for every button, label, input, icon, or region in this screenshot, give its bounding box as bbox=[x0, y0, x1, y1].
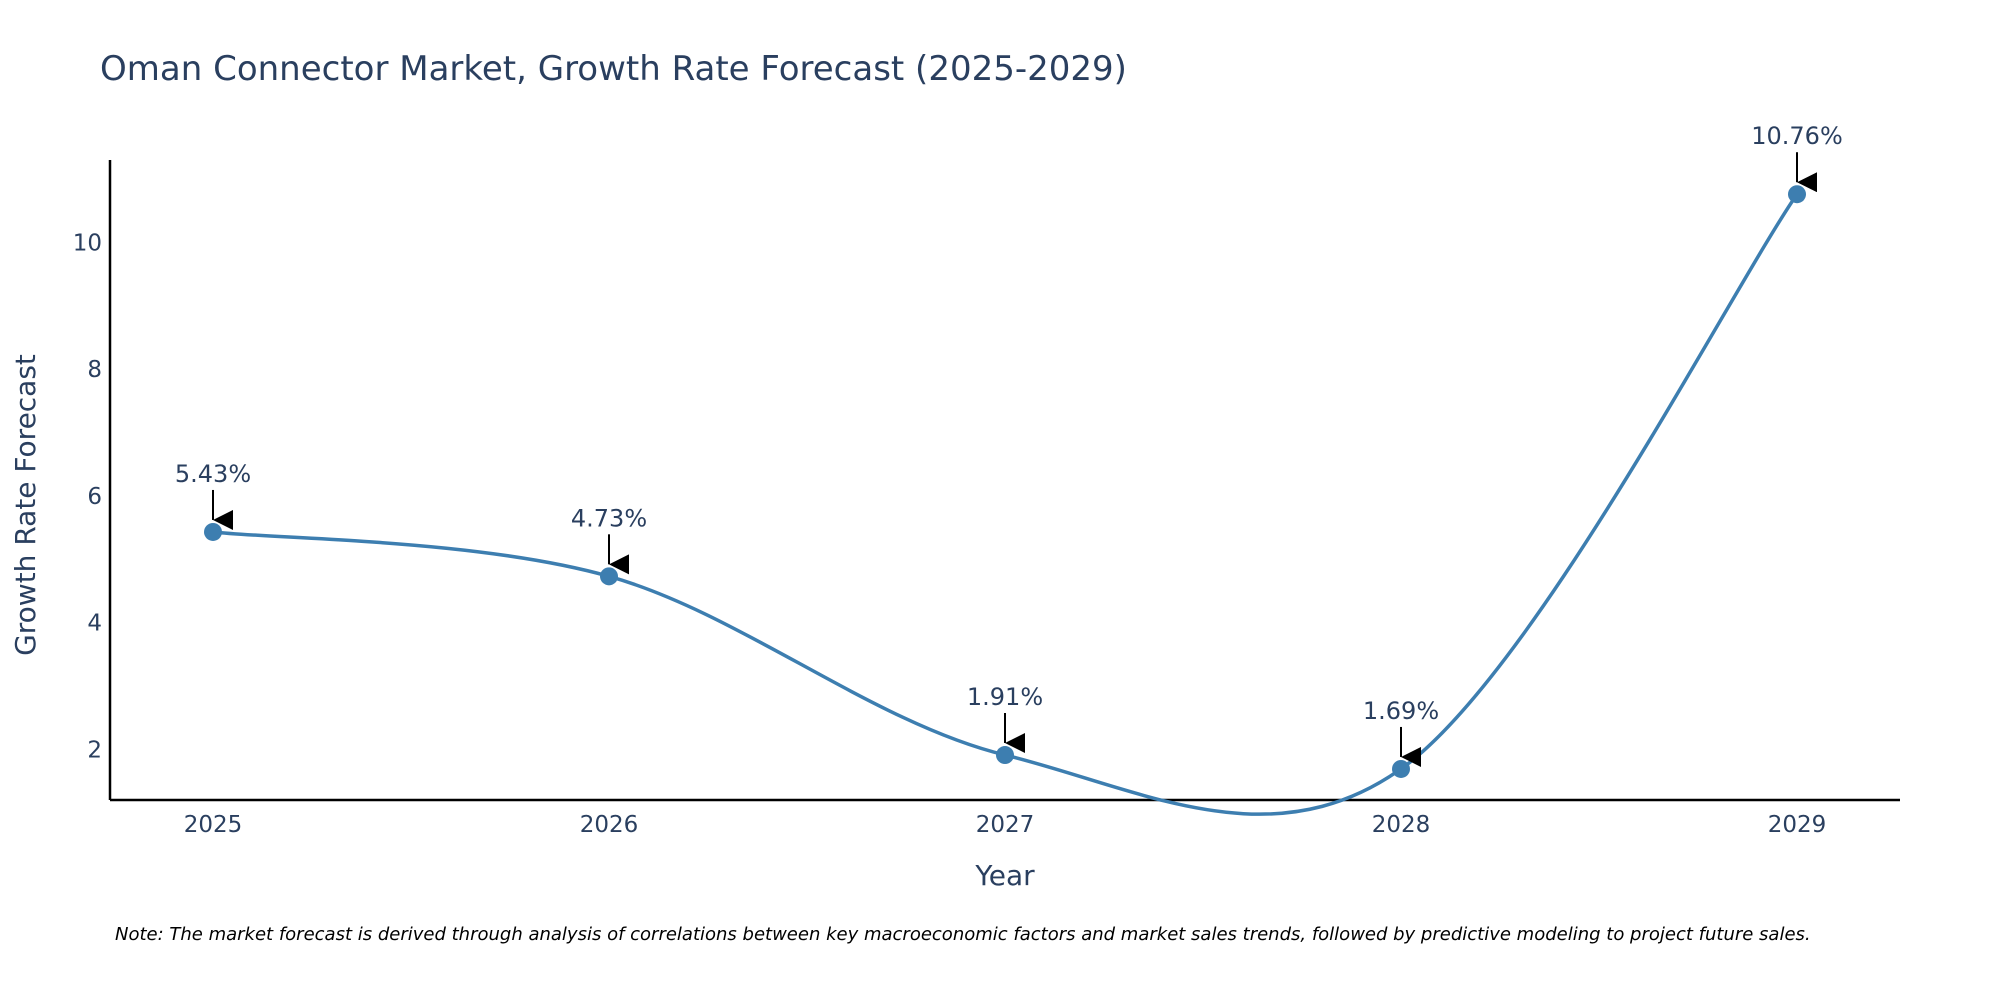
x-tick-label: 2025 bbox=[184, 812, 243, 838]
data-annotations: 5.43% 4.73% 1.91% 1.69% 10.76% bbox=[175, 122, 1843, 767]
chart-title: Oman Connector Market, Growth Rate Forec… bbox=[100, 49, 1127, 89]
data-point bbox=[996, 746, 1014, 765]
x-tick-label: 2027 bbox=[976, 812, 1035, 838]
data-label: 4.73% bbox=[571, 504, 647, 532]
y-tick-label: 4 bbox=[87, 611, 102, 637]
y-tick-label: 10 bbox=[73, 230, 102, 256]
y-tick-label: 2 bbox=[87, 737, 102, 763]
y-tick-label: 8 bbox=[87, 357, 102, 383]
data-label: 5.43% bbox=[175, 460, 251, 488]
y-axis-title: Growth Rate Forecast bbox=[9, 354, 42, 656]
x-tick-label: 2028 bbox=[1372, 812, 1431, 838]
footnote: Note: The market forecast is derived thr… bbox=[115, 924, 1811, 945]
data-label: 1.69% bbox=[1363, 697, 1439, 725]
y-tick-label: 6 bbox=[87, 484, 102, 510]
x-tick-label: 2026 bbox=[580, 812, 639, 838]
data-point bbox=[600, 567, 618, 586]
data-label: 1.91% bbox=[967, 683, 1043, 711]
data-point bbox=[1392, 759, 1410, 778]
x-axis-ticks: 2025 2026 2027 2028 2029 bbox=[184, 812, 1827, 838]
data-point bbox=[1788, 185, 1806, 204]
data-point bbox=[204, 522, 222, 541]
y-axis-ticks: 2 4 6 8 10 bbox=[73, 230, 102, 763]
data-label: 10.76% bbox=[1751, 122, 1843, 150]
x-axis-title: Year bbox=[974, 859, 1035, 892]
x-tick-label: 2029 bbox=[1768, 812, 1827, 838]
series-line bbox=[212, 193, 1799, 816]
